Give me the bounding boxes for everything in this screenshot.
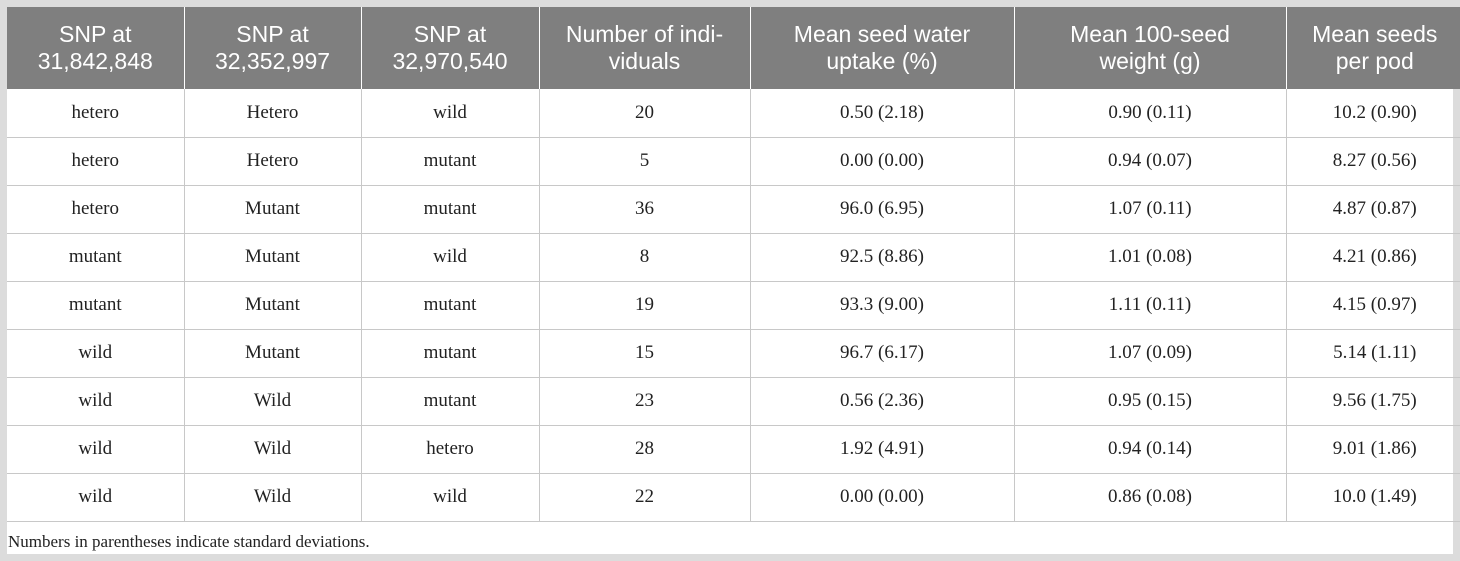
- table-cell: 4.87 (0.87): [1285, 184, 1460, 233]
- table-cell: 0.86 (0.08): [1013, 472, 1286, 522]
- table-cell: hetero: [360, 424, 539, 473]
- column-header-line: Mean seed water: [793, 21, 971, 47]
- column-header-7: Mean seeds per pod: [1285, 7, 1460, 89]
- table-cell: Wild: [183, 424, 361, 473]
- table-cell: hetero: [7, 184, 184, 233]
- column-header-line: SNP at: [413, 21, 487, 47]
- column-header-line: SNP at: [236, 21, 309, 47]
- table-row: wild Wild wild 22 0.00 (0.00) 0.86 (0.08) 10.0…: [7, 472, 1460, 522]
- table-header: SNP at 31,842,848 SNP at 32,352,997 SNP at 32…: [7, 7, 1460, 89]
- table-cell: mutant: [360, 376, 539, 425]
- table-cell: 1.92 (4.91): [749, 424, 1014, 473]
- column-header-line: per pod: [1335, 48, 1414, 74]
- table-cell: wild: [7, 376, 184, 425]
- table-cell: 9.56 (1.75): [1285, 376, 1460, 425]
- table-row: wild Wild hetero 28 1.92 (4.91) 0.94 (0.14) 9.…: [7, 424, 1460, 473]
- table-cell: Hetero: [183, 89, 361, 137]
- table-cell: 8: [538, 232, 750, 281]
- column-header-4: Number of indi-viduals: [538, 7, 750, 89]
- data-table: SNP at 31,842,848 SNP at 32,352,997 SNP at 32…: [7, 7, 1460, 522]
- table-row: hetero Mutant mutant 36 96.0 (6.95) 1.07 (0.1…: [7, 184, 1460, 233]
- table-row: mutant Mutant mutant 19 93.3 (9.00) 1.11 (0.1…: [7, 280, 1460, 329]
- table-cell: 28: [538, 424, 750, 473]
- table-cell: mutant: [360, 280, 539, 329]
- column-header-3: SNP at 32,970,540: [360, 7, 539, 89]
- column-header-6: Mean 100-seed weight (g): [1013, 7, 1286, 89]
- table-cell: 19: [538, 280, 750, 329]
- table-cell: 93.3 (9.00): [749, 280, 1014, 329]
- column-header-5: Mean seed water uptake (%): [749, 7, 1014, 89]
- column-header-line: 32,970,540: [392, 48, 508, 74]
- column-header-2: SNP at 32,352,997: [183, 7, 361, 89]
- column-header-line: weight (g): [1099, 48, 1201, 74]
- table-row: wild Mutant mutant 15 96.7 (6.17) 1.07 (0.09)…: [7, 328, 1460, 377]
- table-row: hetero Hetero wild 20 0.50 (2.18) 0.90 (0.11)…: [7, 89, 1460, 137]
- column-header-line: Number of indi-: [565, 21, 724, 47]
- table-cell: Wild: [183, 472, 361, 522]
- table-cell: 36: [538, 184, 750, 233]
- table-cell: mutant: [360, 136, 539, 185]
- table-cell: 1.01 (0.08): [1013, 232, 1286, 281]
- column-header-line: viduals: [608, 48, 681, 74]
- table-body: hetero Hetero wild 20 0.50 (2.18) 0.90 (0.11)…: [7, 89, 1460, 522]
- table-cell: 0.00 (0.00): [749, 136, 1014, 185]
- table-cell: 1.07 (0.11): [1013, 184, 1286, 233]
- table-row: hetero Hetero mutant 5 0.00 (0.00) 0.94 (0.07…: [7, 136, 1460, 185]
- column-header-line: Mean seeds: [1312, 21, 1438, 47]
- table-cell: mutant: [7, 232, 184, 281]
- column-header-line: 32,352,997: [214, 48, 331, 74]
- table-cell: 1.11 (0.11): [1013, 280, 1286, 329]
- table-cell: 8.27 (0.56): [1285, 136, 1460, 185]
- table-footnote: Numbers in parentheses indicate standard…: [8, 531, 370, 551]
- column-header-line: uptake (%): [826, 48, 938, 74]
- table-cell: hetero: [7, 136, 184, 185]
- table-cell: wild: [360, 472, 539, 522]
- table-cell: 0.50 (2.18): [749, 89, 1014, 137]
- table-cell: wild: [360, 89, 539, 137]
- table-cell: 20: [538, 89, 750, 137]
- table-row: mutant Mutant wild 8 92.5 (8.86) 1.01 (0.08) 4…: [7, 232, 1460, 281]
- table-cell: 96.7 (6.17): [749, 328, 1014, 377]
- column-header-line: 31,842,848: [37, 48, 153, 74]
- table-cell: 9.01 (1.86): [1285, 424, 1460, 473]
- table-cell: 5: [538, 136, 750, 185]
- table-cell: 0.00 (0.00): [749, 472, 1014, 522]
- table-cell: Hetero: [183, 136, 361, 185]
- table-cell: wild: [7, 328, 184, 377]
- table-cell: 5.14 (1.11): [1285, 328, 1460, 377]
- table-cell: hetero: [71, 101, 119, 123]
- table-cell: Mutant: [183, 328, 361, 377]
- table-cell: 23: [538, 376, 750, 425]
- table-cell: Wild: [183, 376, 361, 425]
- column-header-1: SNP at 31,842,848: [7, 7, 184, 89]
- table-cell: 0.56 (2.36): [749, 376, 1014, 425]
- table-cell: 0.95 (0.15): [1013, 376, 1286, 425]
- table-cell: wild: [7, 472, 184, 522]
- table-cell: mutant: [7, 280, 184, 329]
- table-cell: 4.15 (0.97): [1285, 280, 1460, 329]
- table-cell: 96.0 (6.95): [749, 184, 1014, 233]
- table-cell: wild: [7, 424, 184, 473]
- table-cell: 0.94 (0.14): [1013, 424, 1286, 473]
- table-row: wild Wild mutant 23 0.56 (2.36) 0.95 (0.15) 9.…: [7, 376, 1460, 425]
- table-cell: Mutant: [183, 184, 361, 233]
- table-cell: wild: [360, 232, 539, 281]
- table-cell: mutant: [360, 184, 539, 233]
- table-cell: 10.2 (0.90): [1285, 89, 1460, 137]
- table-cell: 0.94 (0.07): [1013, 136, 1286, 185]
- table-cell: 4.21 (0.86): [1285, 232, 1460, 281]
- table-cell: Mutant: [183, 232, 361, 281]
- table-cell: 0.90 (0.11): [1013, 89, 1286, 137]
- table-cell: 10.0 (1.49): [1285, 472, 1460, 522]
- table-cell: 15: [538, 328, 750, 377]
- table-container: SNP at 31,842,848 SNP at 32,352,997 SNP at 32…: [7, 7, 1460, 554]
- table-cell: 1.07 (0.09): [1013, 328, 1286, 377]
- column-header-line: Mean 100-seed: [1070, 21, 1230, 47]
- table-cell: mutant: [360, 328, 539, 377]
- table-cell: 92.5 (8.86): [749, 232, 1014, 281]
- table-cell: 22: [538, 472, 750, 522]
- header-row: SNP at 31,842,848 SNP at 32,352,997 SNP at 32…: [7, 7, 1460, 89]
- column-header-line: SNP at: [59, 21, 132, 47]
- table-cell: Mutant: [183, 280, 361, 329]
